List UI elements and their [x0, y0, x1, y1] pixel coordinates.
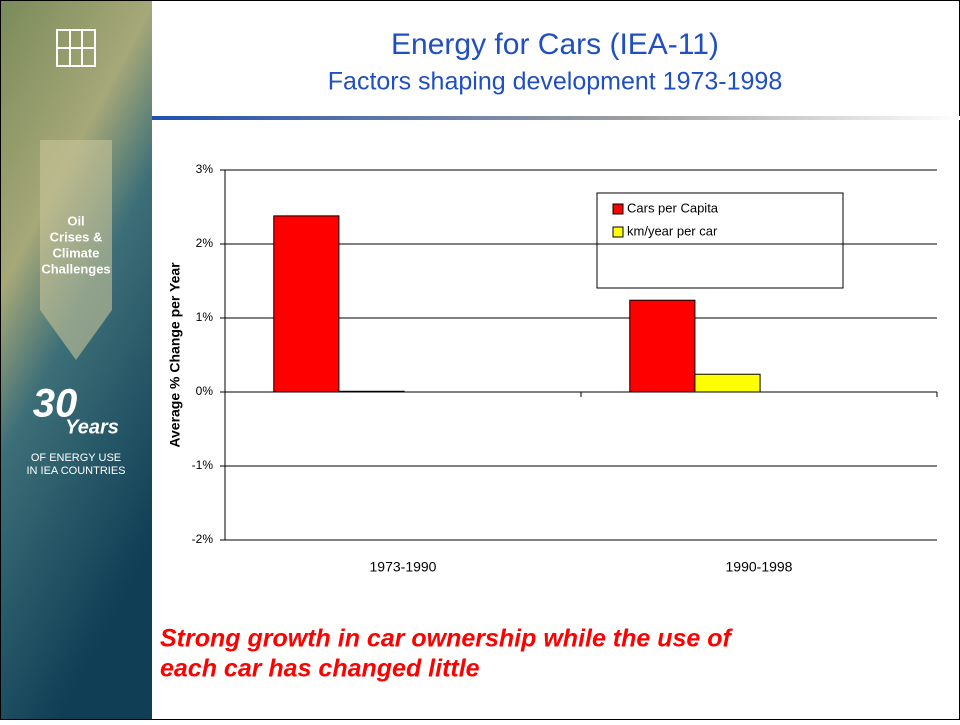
bar	[338, 390, 405, 393]
sidebar-decor	[40, 140, 112, 360]
x-tick-label: 1973-1990	[370, 559, 437, 575]
annotation: Strong growth in car ownership while the…	[160, 625, 734, 653]
y-tick-label: -2%	[192, 532, 214, 546]
bar	[694, 373, 761, 393]
y-tick-label: 3%	[196, 162, 214, 176]
legend-swatch	[612, 203, 624, 215]
sidebar-text: Oil	[67, 213, 84, 228]
sidebar-text: Crises &	[50, 229, 103, 244]
sidebar-text: Climate	[53, 245, 100, 260]
y-tick-label: 1%	[196, 310, 214, 324]
y-tick-label: 0%	[196, 384, 214, 398]
title: Energy for Cars (IEA-11)	[391, 28, 719, 61]
subtitle: Factors shaping development 1973-1998	[328, 68, 782, 96]
legend-swatch	[612, 226, 624, 238]
y-tick-label: 2%	[196, 236, 214, 250]
title-rule	[152, 116, 960, 120]
legend	[596, 192, 844, 289]
bar	[273, 215, 340, 393]
sidebar-text: Challenges	[41, 261, 110, 276]
y-tick-label: -1%	[192, 458, 214, 472]
legend-label: km/year per car	[627, 223, 718, 238]
y-axis-label: Average % Change per Year	[167, 262, 183, 448]
legend-label: Cars per Capita	[627, 200, 719, 215]
sidebar-caption: IN IEA COUNTRIES	[26, 465, 125, 477]
annotation: each car has changed little	[160, 655, 480, 683]
x-tick-label: 1990-1998	[726, 559, 793, 575]
sidebar-number: 30	[33, 382, 78, 426]
logo	[56, 29, 96, 67]
sidebar-years: Years	[65, 416, 119, 438]
bar	[629, 299, 696, 393]
sidebar-caption: OF ENERGY USE	[31, 452, 121, 464]
